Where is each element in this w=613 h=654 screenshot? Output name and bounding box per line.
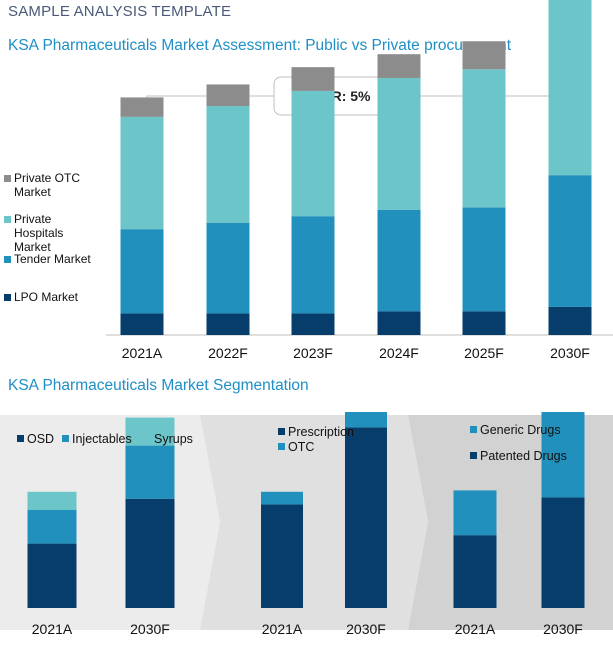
main-stacked-bar-chart: 2021A 2022F 2023F 2024F 2025F 2030F: [106, 0, 613, 361]
x-tick-label-2025f: 2025F: [464, 345, 504, 361]
bar-private-hospitals-market-2024f: [377, 77, 421, 210]
bar-lpo-market-2024f: [377, 311, 421, 335]
legend-swatch-injectables: [62, 435, 69, 442]
bar-prescription-2021a: [261, 504, 303, 608]
chart1-title: KSA Pharmaceuticals Market Assessment: P…: [8, 37, 512, 54]
chart2-title: KSA Pharmaceuticals Market Segmentation: [8, 377, 309, 394]
bar-private-otc-market-2023f: [291, 67, 335, 91]
legend-swatch-prescription: [278, 428, 285, 435]
bar-lpo-market-2025f: [462, 311, 506, 335]
bar-injectables-2021a: [27, 510, 77, 544]
legend-label-generic-drugs: Generic Drugs: [480, 423, 561, 437]
legend-label-lpo-market: LPO Market: [14, 290, 79, 304]
segment-chart-dosage-form: 2021A 2030F OSD Injectables Syrups: [17, 417, 193, 637]
bar-lpo-market-2021a: [120, 313, 164, 335]
bar-private-hospitals-market-2030f: [548, 0, 592, 176]
bar-lpo-market-2030f: [548, 306, 592, 335]
x-tick-label-2021a: 2021A: [262, 621, 303, 637]
legend-swatch-private-hospitals-market: [4, 216, 11, 223]
bar-prescription-2030f: [345, 427, 387, 608]
bar-private-otc-market-2021a: [120, 97, 164, 117]
bar-private-hospitals-market-2025f: [462, 69, 506, 208]
bar-generic-drugs-2030f: [541, 412, 585, 498]
legend-label-syrups: Syrups: [154, 432, 193, 446]
x-tick-label-2030f: 2030F: [550, 345, 590, 361]
bar-otc-2021a: [261, 491, 303, 505]
bar-tender-market-2023f: [291, 216, 335, 314]
x-tick-label-2030f: 2030F: [130, 621, 170, 637]
bar-syrups-2021a: [27, 491, 77, 510]
legend-label-osd: OSD: [27, 432, 54, 446]
bar-private-otc-market-2022f: [206, 84, 250, 107]
legend-swatch-otc: [278, 443, 285, 450]
bar-patented-drugs-2021a: [453, 535, 497, 608]
legend-swatch-patented-drugs: [470, 452, 477, 459]
legend-label-private-hospitals-market: Private Hospitals Market: [14, 212, 63, 254]
x-tick-label-2024f: 2024F: [379, 345, 419, 361]
legend-label-patented-drugs: Patented Drugs: [480, 449, 567, 463]
legend-swatch-generic-drugs: [470, 426, 477, 433]
legend-swatch-osd: [17, 435, 24, 442]
x-tick-label-2021a: 2021A: [455, 621, 496, 637]
bar-osd-2030f: [125, 498, 175, 608]
x-tick-label-2023f: 2023F: [293, 345, 333, 361]
x-tick-label-2030f: 2030F: [346, 621, 386, 637]
bar-tender-market-2024f: [377, 209, 421, 312]
legend-label-prescription: Prescription: [288, 425, 354, 439]
bar-tender-market-2030f: [548, 175, 592, 307]
bar-private-hospitals-market-2021a: [120, 116, 164, 230]
x-tick-label-2030f: 2030F: [543, 621, 583, 637]
x-tick-label-2022f: 2022F: [208, 345, 248, 361]
legend-label-private-otc-market: Private OTC Market: [14, 171, 80, 199]
bar-tender-market-2021a: [120, 229, 164, 314]
template-label: SAMPLE ANALYSIS TEMPLATE: [8, 3, 232, 20]
legend-label-otc: OTC: [288, 440, 314, 454]
bar-patented-drugs-2030f: [541, 497, 585, 608]
bar-osd-2021a: [27, 543, 77, 608]
bar-private-otc-market-2025f: [462, 41, 506, 70]
segment-chart-patent-generic: 2021A 2030F Generic Drugs Patented Drugs: [453, 412, 585, 637]
bar-generic-drugs-2021a: [453, 490, 497, 536]
main-legend: Private OTC Market Private Hospitals MarketT…: [4, 171, 91, 304]
legend-swatch-lpo-market: [4, 294, 11, 301]
bar-private-hospitals-market-2022f: [206, 106, 250, 223]
legend-swatch-tender-market: [4, 256, 11, 263]
bar-tender-market-2025f: [462, 207, 506, 312]
bar-injectables-2030f: [125, 445, 175, 499]
bar-otc-2030f: [345, 412, 387, 428]
bar-tender-market-2022f: [206, 222, 250, 314]
bar-private-hospitals-market-2023f: [291, 90, 335, 217]
bar-lpo-market-2022f: [206, 313, 250, 335]
bar-private-otc-market-2024f: [377, 54, 421, 78]
legend-swatch-private-otc-market: [4, 175, 11, 182]
x-tick-label-2021a: 2021A: [122, 345, 163, 361]
x-tick-label-2021a: 2021A: [32, 621, 73, 637]
legend-swatch-syrups: [144, 435, 151, 442]
legend-label-tender-market: Tender Market: [14, 252, 91, 266]
legend-label-injectables: Injectables: [72, 432, 132, 446]
bar-lpo-market-2023f: [291, 313, 335, 335]
